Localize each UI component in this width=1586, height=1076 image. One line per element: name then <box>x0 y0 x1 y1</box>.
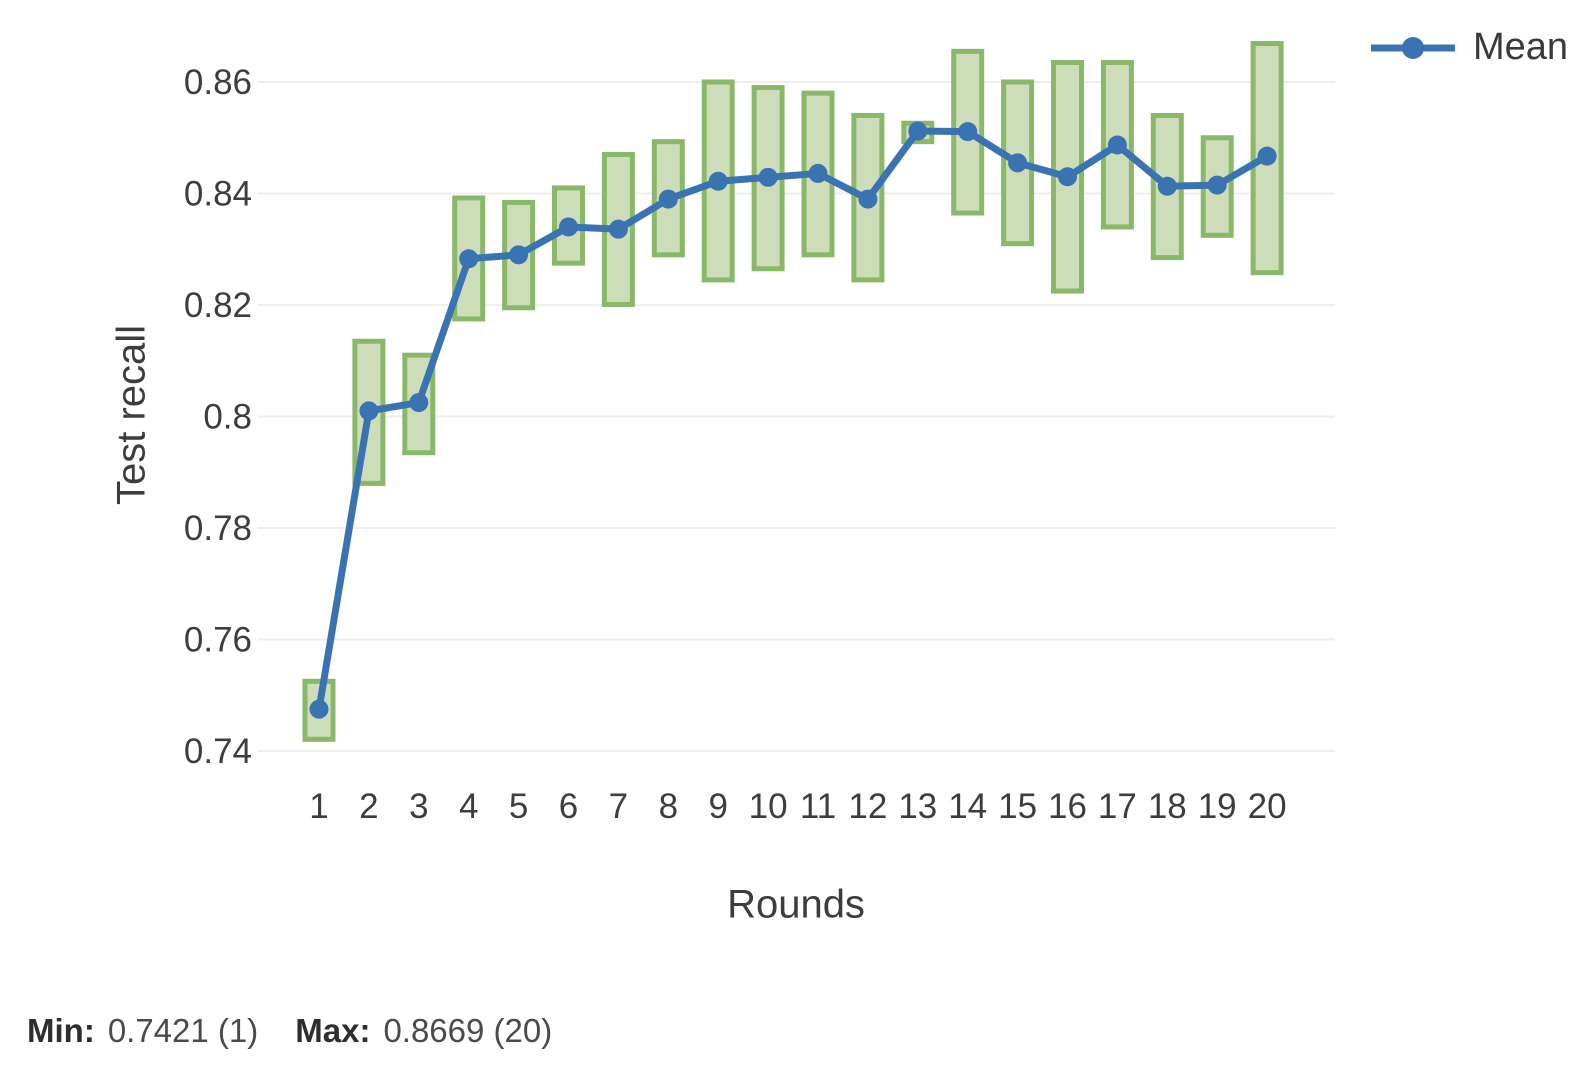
mean-point-round-18 <box>1157 176 1177 196</box>
x-tick-label: 4 <box>459 787 478 826</box>
mean-point-round-2 <box>359 401 379 421</box>
y-tick-label: 0.84 <box>184 175 252 214</box>
y-tick-label: 0.74 <box>184 732 252 771</box>
mean-line-icon <box>1370 36 1455 59</box>
x-tick-label: 14 <box>948 787 987 826</box>
x-tick-label: 18 <box>1148 787 1187 826</box>
mean-point-round-10 <box>758 167 778 187</box>
mean-point-round-14 <box>958 122 978 142</box>
x-tick-label: 2 <box>359 787 378 826</box>
max-label: Max: <box>295 1012 371 1049</box>
x-tick-label: 20 <box>1248 787 1287 826</box>
mean-point-round-1 <box>309 699 329 719</box>
y-tick-label: 0.8 <box>203 398 252 437</box>
x-tick-label: 12 <box>848 787 887 826</box>
x-tick-label: 19 <box>1198 787 1237 826</box>
mean-point-round-17 <box>1107 135 1127 155</box>
x-tick-label: 16 <box>1048 787 1087 826</box>
y-axis-title: Test recall <box>109 324 154 506</box>
mean-point-round-19 <box>1207 175 1227 195</box>
x-tick-label: 11 <box>800 787 836 826</box>
mean-point-round-9 <box>708 171 728 191</box>
mean-point-round-6 <box>559 217 578 237</box>
mean-point-round-12 <box>858 189 878 209</box>
mean-point-round-15 <box>1008 153 1028 173</box>
mean-point-round-5 <box>509 245 529 265</box>
min-label: Min: <box>27 1012 95 1049</box>
mean-point-round-13 <box>908 121 928 141</box>
mean-point-round-4 <box>459 249 479 269</box>
mean-point-round-11 <box>808 163 828 183</box>
x-tick-label: 1 <box>309 787 328 826</box>
mean-point-round-20 <box>1257 146 1277 166</box>
x-tick-label: 5 <box>509 787 528 826</box>
x-tick-label: 7 <box>609 787 628 826</box>
x-tick-label: 17 <box>1098 787 1137 826</box>
y-tick-label: 0.78 <box>184 509 252 548</box>
mean-point-round-7 <box>608 219 628 239</box>
y-tick-label: 0.82 <box>184 286 252 325</box>
y-tick-label: 0.86 <box>184 63 252 102</box>
mean-point-round-8 <box>658 189 678 209</box>
x-tick-label: 9 <box>708 787 727 826</box>
x-tick-label: 15 <box>998 787 1037 826</box>
x-tick-label: 10 <box>749 787 788 826</box>
stats-footer: Min: 0.7421 (1) Max: 0.8669 (20) <box>27 1012 552 1050</box>
legend-item-mean[interactable]: Mean <box>1369 26 1568 69</box>
x-tick-label: 6 <box>559 787 578 826</box>
x-tick-label: 13 <box>898 787 937 826</box>
x-tick-label: 8 <box>659 787 678 826</box>
mean-point-round-3 <box>409 393 429 413</box>
x-tick-label: 3 <box>409 787 428 826</box>
y-tick-label: 0.76 <box>184 621 252 660</box>
mean-point-round-16 <box>1058 167 1077 187</box>
x-axis-title: Rounds <box>727 882 865 927</box>
legend-label-mean: Mean <box>1472 26 1568 68</box>
min-value: 0.7421 (1) <box>107 1012 259 1049</box>
max-value: 0.8669 (20) <box>383 1012 553 1049</box>
